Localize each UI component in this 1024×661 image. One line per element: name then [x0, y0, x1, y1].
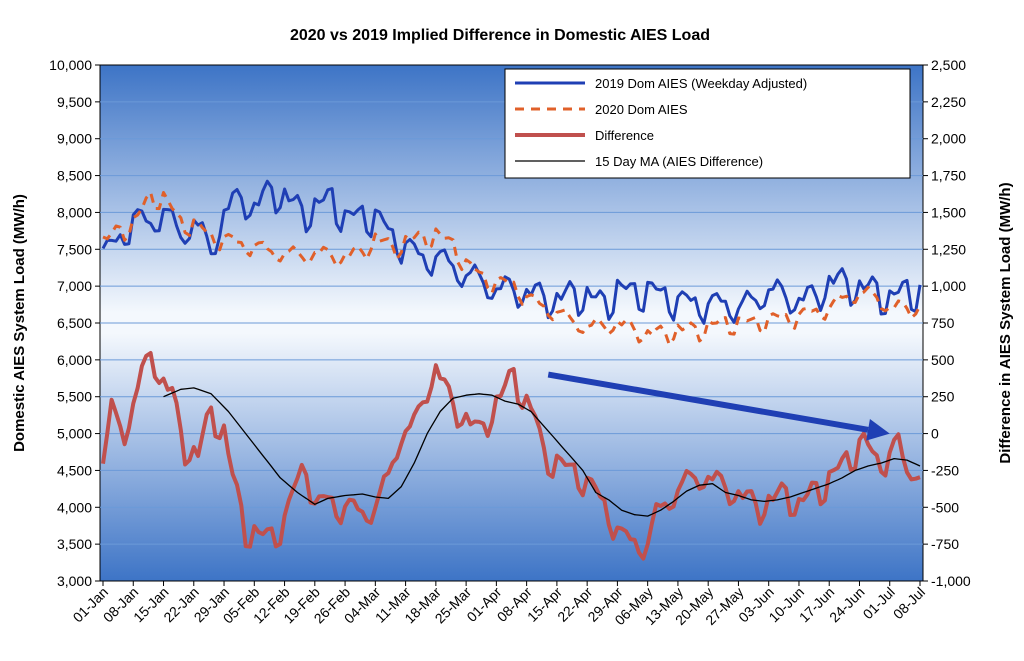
- series-2020-dom-aies: [102, 190, 922, 347]
- y-tick-label: 7,500: [57, 241, 92, 257]
- y-tick-label: 6,500: [57, 315, 92, 331]
- legend-difference-label: Difference: [595, 128, 654, 143]
- y-tick-label: 3,500: [57, 536, 92, 552]
- y-tick-label: 8,500: [57, 168, 92, 184]
- y-tick-label: 6,000: [57, 352, 92, 368]
- y2-tick-label: 2,500: [931, 57, 966, 73]
- x-tick-label: 01-Jul: [860, 584, 898, 622]
- y2-tick-label: 1,000: [931, 278, 966, 294]
- series-15-day-ma: [163, 387, 921, 517]
- y-tick-label: 4,500: [57, 462, 92, 478]
- y2-tick-label: 250: [931, 389, 955, 405]
- y2-tick-label: 1,250: [931, 241, 966, 257]
- y-tick-label: 5,000: [57, 426, 92, 442]
- y-tick-label: 9,500: [57, 94, 92, 110]
- y2-tick-label: 1,500: [931, 204, 966, 220]
- annotation-layer: [547, 371, 890, 441]
- chart-title: 2020 vs 2019 Implied Difference in Domes…: [290, 27, 710, 44]
- trend-arrow-head: [866, 418, 890, 441]
- y-tick-label: 3,000: [57, 573, 92, 589]
- x-tick-label: 08-Jul: [890, 584, 928, 622]
- legend-box: [504, 68, 911, 179]
- y-tick-label: 8,000: [57, 204, 92, 220]
- legend-2019-dom-aies-label: 2019 Dom AIES (Weekday Adjusted): [595, 76, 807, 91]
- series-layer: [101, 179, 922, 561]
- series-difference: [101, 351, 921, 561]
- y2-tick-label: 1,750: [931, 168, 966, 184]
- y2-tick-label: -250: [931, 462, 959, 478]
- y2-tick-label: 2,000: [931, 131, 966, 147]
- legend-2020-dom-aies-label: 2020 Dom AIES: [595, 102, 688, 117]
- right-axis-ticks: 2,500 2,250 2,000 1,750 1,500 1,250 1,000 750 50…: [923, 57, 971, 589]
- y-tick-label: 7,000: [57, 278, 92, 294]
- y-tick-label: 10,000: [49, 57, 92, 73]
- trend-arrow-shaft: [547, 371, 869, 433]
- series-2019-dom-aies: [101, 179, 922, 325]
- y2-axis-title: Difference in AIES System Load (MW/h): [997, 182, 1014, 463]
- y-tick-label: 4,000: [57, 499, 92, 515]
- y2-tick-label: -1,000: [931, 573, 971, 589]
- y-tick-label: 9,000: [57, 131, 92, 147]
- y2-tick-label: 2,250: [931, 94, 966, 110]
- y-axis-title: Domestic AIES System Load (MW/h): [11, 194, 28, 452]
- y2-tick-label: -750: [931, 536, 959, 552]
- y2-tick-label: 750: [931, 315, 955, 331]
- y2-tick-label: -500: [931, 499, 959, 515]
- y-tick-label: 5,500: [57, 389, 92, 405]
- left-axis-ticks: 10,000 9,500 9,000 8,500 8,000 7,500 7,000 6,50…: [49, 57, 100, 589]
- y2-tick-label: 0: [931, 426, 939, 442]
- legend-15-day-ma-label: 15 Day MA (AIES Difference): [595, 154, 763, 169]
- y2-tick-label: 500: [931, 352, 955, 368]
- x-axis-ticks: 01-Jan08-Jan15-Jan22-Jan29-Jan05-Feb12-F…: [70, 581, 928, 628]
- legend: 2019 Dom AIES (Weekday Adjusted) 2020 Dom…: [504, 68, 911, 179]
